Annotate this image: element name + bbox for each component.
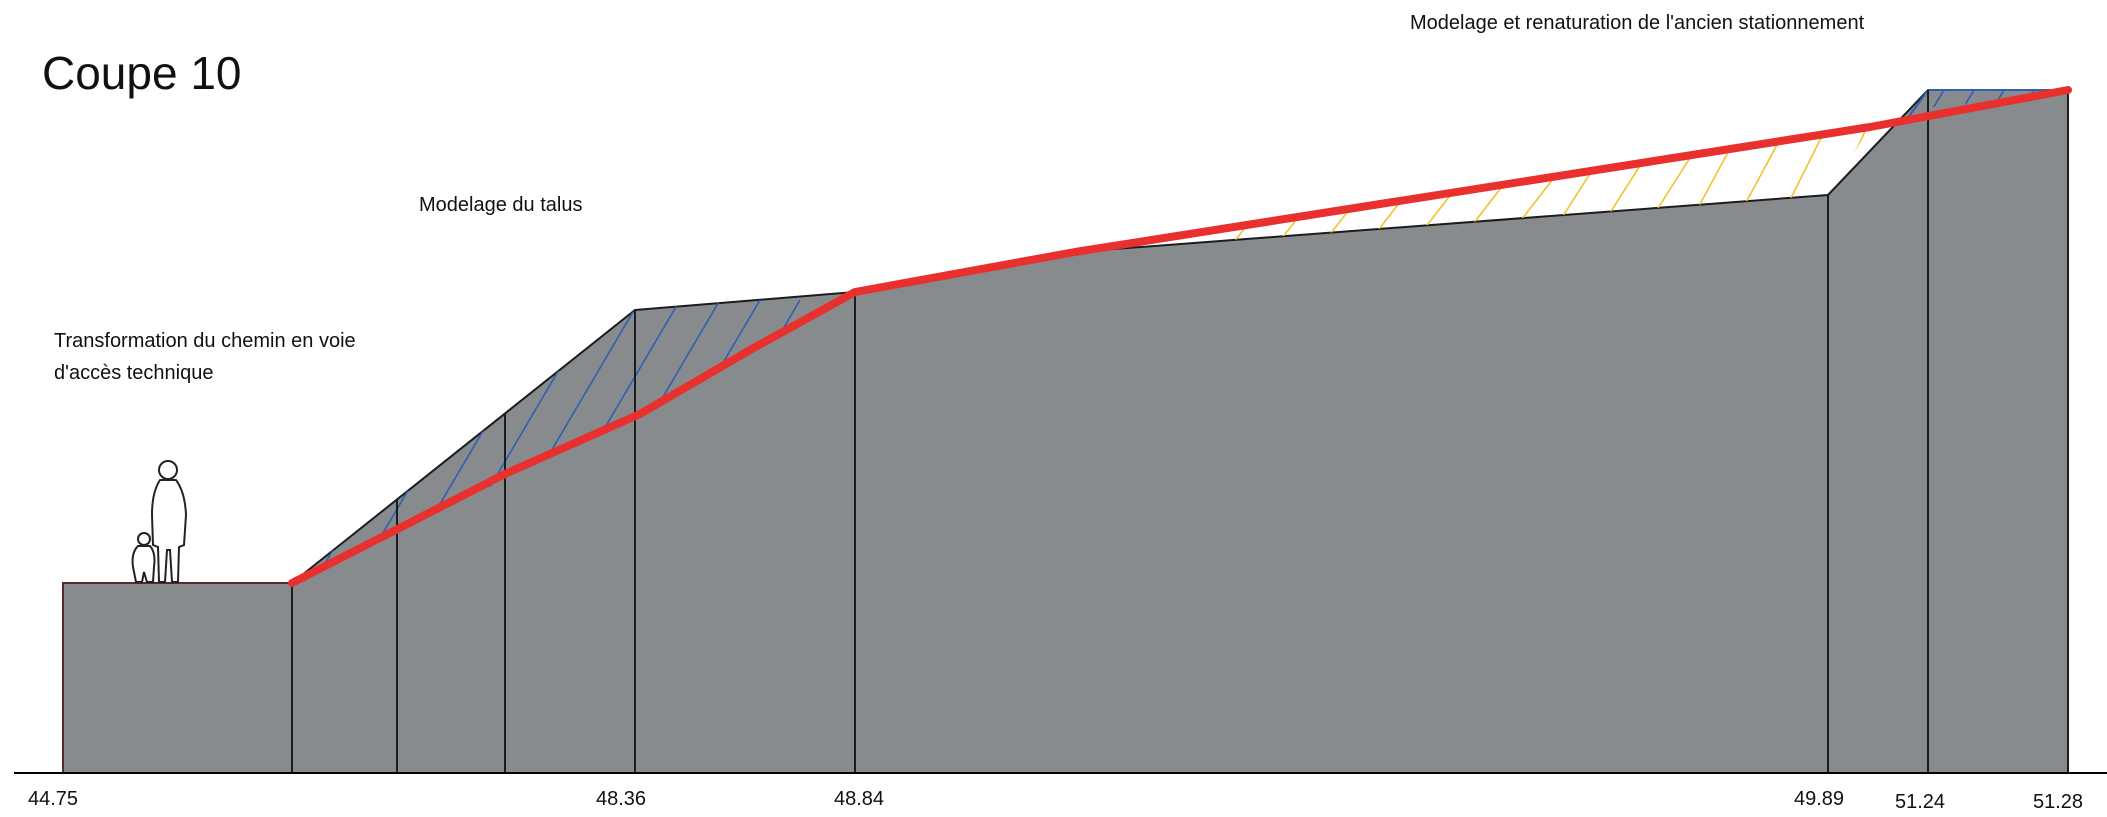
annotation-parking: Modelage et renaturation de l'ancien sta… <box>1410 12 1865 34</box>
annotation-slope: Modelage du talus <box>419 194 582 216</box>
terrain-left-platform <box>62 582 293 774</box>
annotation-path-line2: d'accès technique <box>54 362 213 384</box>
terrain-main-body <box>291 89 2069 774</box>
adult-and-child-silhouette-icon <box>131 460 188 583</box>
elevation-label: 49.89 <box>1794 788 1844 810</box>
elevation-label: 44.75 <box>28 788 78 810</box>
elevation-label: 51.24 <box>1895 791 1945 812</box>
elevation-label: 48.84 <box>834 788 884 810</box>
elevation-label: 51.28 <box>2033 791 2083 812</box>
proposed-profile-line <box>288 86 2072 587</box>
annotation-path-line1: Transformation du chemin en voie <box>54 330 356 352</box>
elevation-label: 48.36 <box>596 788 646 810</box>
station-lines <box>291 90 2069 773</box>
section-title: Coupe 10 <box>42 47 242 99</box>
